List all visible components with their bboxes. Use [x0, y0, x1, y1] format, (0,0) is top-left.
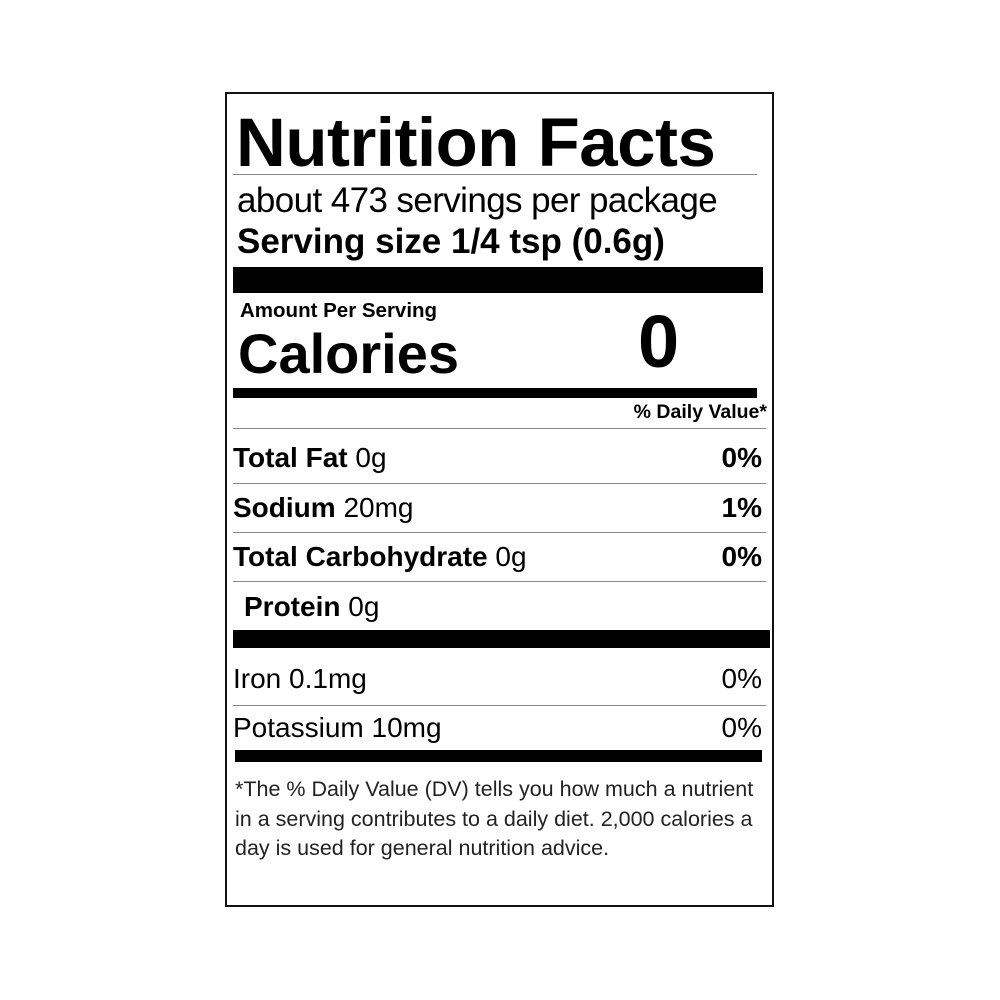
nutrient-row-total-carbohydrate: Total Carbohydrate 0g 0%	[233, 537, 762, 577]
micronutrient-name: Iron 0.1mg	[233, 663, 367, 694]
nutrient-row-sodium: Sodium 20mg 1%	[233, 488, 762, 528]
micronutrient-dv: 0%	[721, 663, 762, 694]
divider	[233, 581, 766, 582]
nutrient-row-total-fat: Total Fat 0g 0%	[233, 438, 762, 478]
label-title: Nutrition Facts	[236, 104, 716, 181]
thick-divider	[233, 630, 770, 648]
micronutrient-row-iron: Iron 0.1mg 0%	[233, 659, 762, 699]
amount-per-serving: Amount Per Serving	[240, 299, 438, 322]
nutrient-amount: 0g	[348, 591, 380, 622]
medium-divider	[235, 750, 762, 762]
serving-size: Serving size 1/4 tsp (0.6g)	[237, 222, 665, 261]
divider	[233, 483, 766, 484]
nutrition-facts-panel	[225, 92, 774, 907]
divider	[233, 428, 766, 429]
micronutrient-row-potassium: Potassium 10mg 0%	[233, 708, 762, 748]
nutrient-amount: 0g	[355, 442, 387, 473]
medium-divider	[233, 388, 757, 398]
nutrient-name: Protein	[244, 591, 341, 622]
divider	[233, 705, 766, 706]
servings-per-package: about 473 servings per package	[237, 181, 718, 220]
nutrient-amount: 0g	[495, 541, 527, 572]
calories-value: 0	[638, 300, 680, 383]
nutrient-name: Total Fat	[233, 442, 348, 473]
nutrient-row-protein: Protein 0g	[244, 587, 773, 627]
nutrient-dv: 0%	[721, 442, 762, 473]
calories-label: Calories	[238, 322, 459, 385]
divider	[233, 532, 766, 533]
micronutrient-name: Potassium 10mg	[233, 712, 442, 743]
micronutrient-dv: 0%	[721, 712, 762, 743]
nutrient-amount: 20mg	[343, 492, 414, 523]
thick-divider	[233, 267, 763, 293]
nutrient-dv: 0%	[721, 541, 762, 572]
daily-value-header: % Daily Value*	[633, 401, 767, 423]
nutrient-dv: 1%	[721, 492, 762, 523]
footnote: *The % Daily Value (DV) tells you how mu…	[235, 777, 754, 860]
nutrient-name: Total Carbohydrate	[233, 541, 488, 572]
nutrient-name: Sodium	[233, 492, 336, 523]
divider	[233, 174, 757, 175]
